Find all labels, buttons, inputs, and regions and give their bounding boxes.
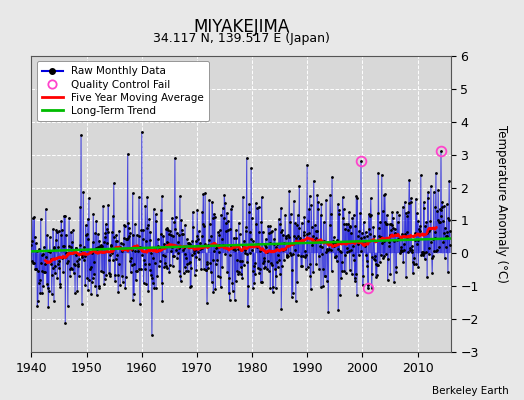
Text: Berkeley Earth: Berkeley Earth bbox=[432, 386, 508, 396]
Y-axis label: Temperature Anomaly (°C): Temperature Anomaly (°C) bbox=[495, 125, 508, 283]
Text: 34.117 N, 139.517 E (Japan): 34.117 N, 139.517 E (Japan) bbox=[152, 32, 330, 45]
Legend: Raw Monthly Data, Quality Control Fail, Five Year Moving Average, Long-Term Tren: Raw Monthly Data, Quality Control Fail, … bbox=[37, 61, 209, 121]
Text: MIYAKEJIMA: MIYAKEJIMA bbox=[193, 18, 289, 36]
